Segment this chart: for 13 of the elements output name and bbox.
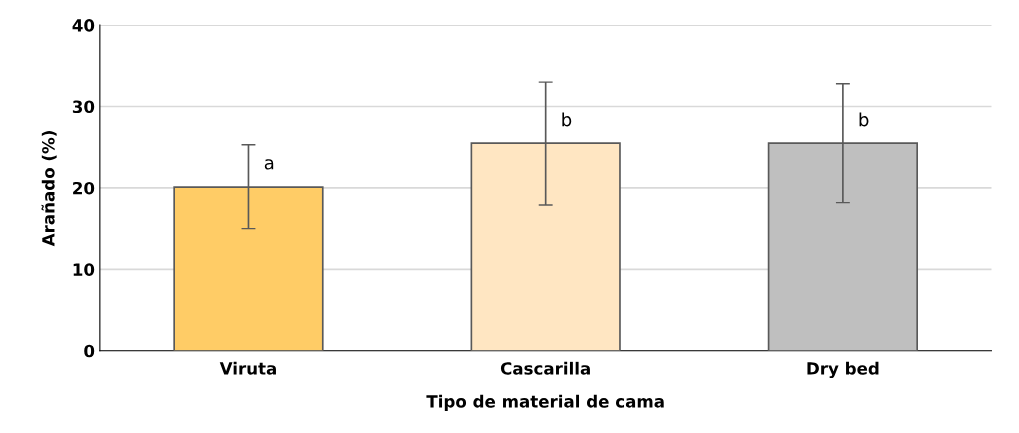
y-tick-label: 20	[73, 181, 95, 195]
x-tick-label: Cascarilla	[500, 361, 590, 375]
x-tick-label: Dry bed	[807, 361, 879, 379]
y-axis-title: Arañado (%)	[41, 131, 57, 247]
y-tick-label: 40	[72, 19, 95, 32]
y-tick-label: 10	[73, 263, 95, 276]
annotation: b	[859, 112, 869, 127]
x-axis-title: Tipo de material de cama	[426, 394, 664, 411]
x-tick-label: Viruta	[219, 361, 276, 375]
y-tick-label: 30	[72, 100, 95, 114]
y-tick-label: 0	[84, 344, 95, 358]
annotation: a	[264, 159, 274, 170]
annotation: b	[562, 112, 572, 127]
